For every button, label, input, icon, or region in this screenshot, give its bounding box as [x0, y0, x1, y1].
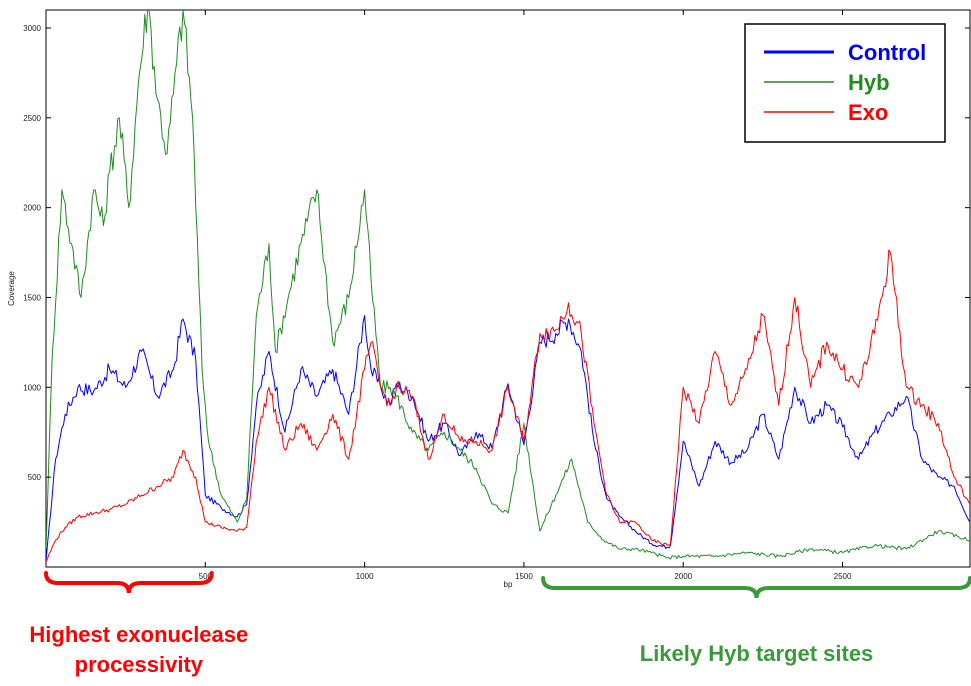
annotation-exonuclease-line-2: processivity	[75, 652, 204, 677]
y-tick-label-1000: 1000	[23, 383, 41, 392]
x-tick-label-1500: 1500	[515, 572, 533, 581]
axes-layer: 500 1000 1500 2000 2500 500 1000 1500 2000 2500 30…	[7, 10, 970, 589]
legend-box	[744, 23, 946, 143]
annotation-brace-exonuclease	[44, 571, 214, 594]
legend-label-exo: Exo	[848, 100, 888, 125]
legend: Control Hyb Exo	[744, 23, 946, 143]
y-axis-label: Coverage	[7, 271, 16, 306]
y-tick-label-3000: 3000	[23, 24, 41, 33]
y-tick-label-1500: 1500	[23, 293, 41, 302]
annotation-hyb-line-1: Likely Hyb target sites	[640, 641, 874, 666]
annotation-brace-hyb	[541, 576, 971, 599]
x-axis-label: bp	[504, 580, 513, 589]
annotation-exonuclease-line-1: Highest exonuclease	[29, 622, 248, 647]
series-line-exo	[46, 249, 970, 562]
y-tick-label-2500: 2500	[23, 114, 41, 123]
y-tick-label-500: 500	[28, 473, 42, 482]
x-tick-label-1000: 1000	[356, 572, 374, 581]
legend-label-hyb: Hyb	[848, 70, 890, 95]
series-line-hyb	[46, 10, 970, 560]
series-layer	[46, 10, 970, 562]
annotations: Highest exonuclease processivity Likely Hy…	[29, 571, 971, 677]
y-tick-label-2000: 2000	[23, 204, 41, 213]
legend-label-control: Control	[848, 40, 926, 65]
x-tick-label-2000: 2000	[674, 572, 692, 581]
series-line-control	[46, 315, 970, 562]
x-tick-label-2500: 2500	[834, 572, 852, 581]
x-tick-label-500: 500	[199, 572, 213, 581]
